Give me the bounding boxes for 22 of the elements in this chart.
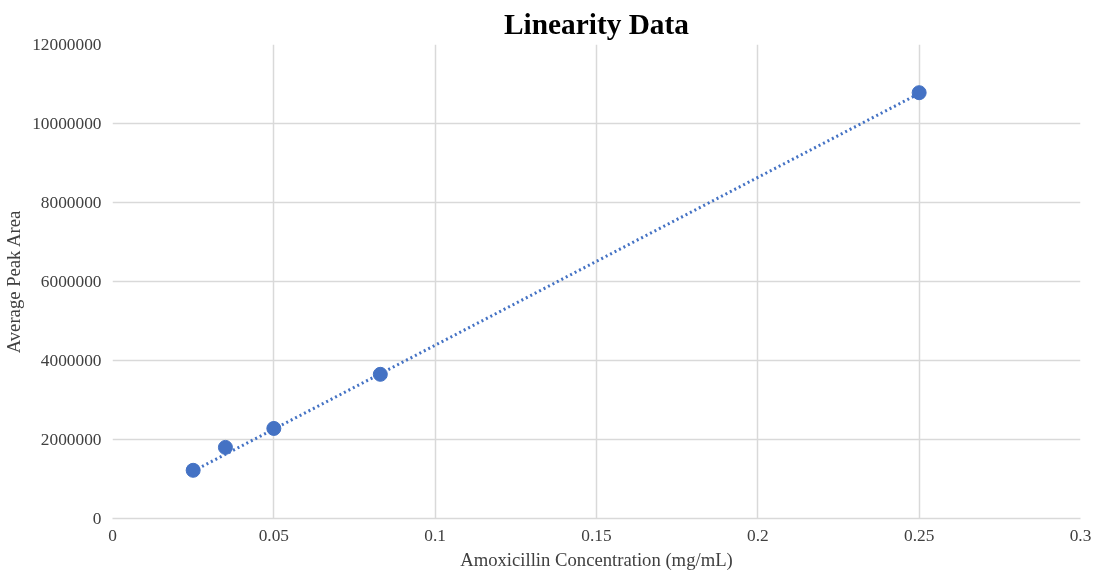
x-tick-label: 0.1 [424,525,447,545]
y-tick-label: 2000000 [40,430,102,449]
point [217,439,233,455]
y-axis-title: Average Peak Area [3,209,25,354]
x-axis-title: Amoxicillin Concentration (mg/mL) [460,548,733,571]
y-tick-label: 8000000 [40,193,102,212]
y-tick-label: 6000000 [40,272,102,291]
point [266,420,282,436]
point [372,366,388,382]
chart-title: Linearity Data [504,7,690,40]
y-tick-label: 0 [92,509,102,528]
x-tick-label: 0.2 [747,525,769,545]
x-tick-label: 0.3 [1069,525,1092,545]
x-tick-label: 0.15 [581,525,612,545]
y-tick-label: 10000000 [32,114,102,133]
point [185,462,201,478]
y-tick-label: 4000000 [40,351,102,370]
x-tick-label: 0 [108,525,117,545]
point [911,85,927,101]
x-tick-label: 0.25 [904,525,935,545]
y-tick-label: 12000000 [32,35,102,54]
x-tick-label: 0.05 [258,525,289,545]
